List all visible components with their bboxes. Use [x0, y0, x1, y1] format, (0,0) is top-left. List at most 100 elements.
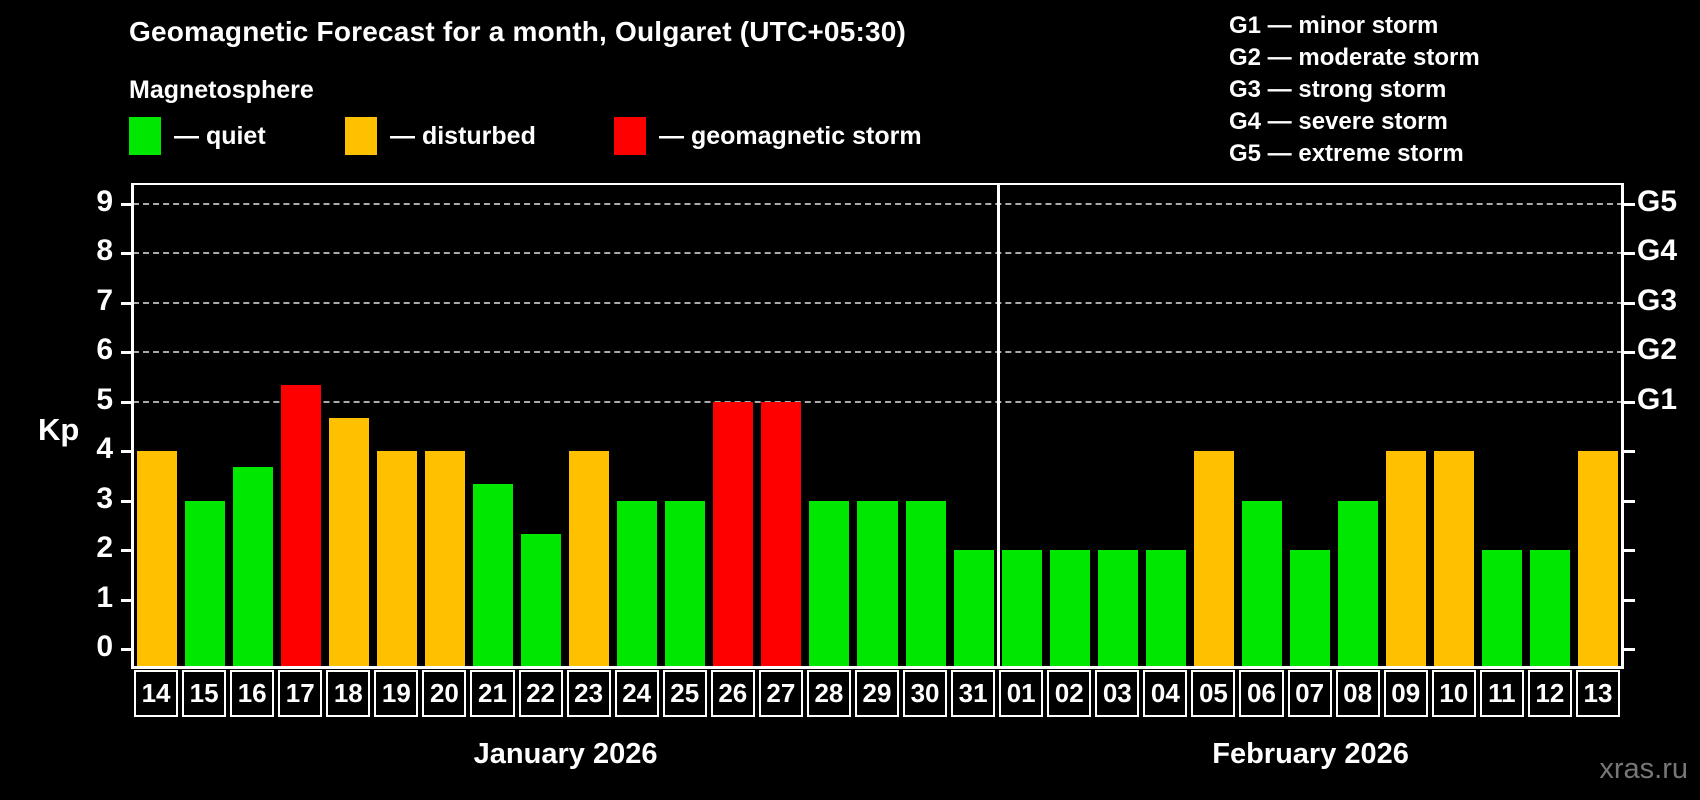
- day-label-20: 20: [422, 670, 467, 717]
- kp-bar-day-24: [617, 500, 658, 668]
- left-tick-9: [121, 202, 133, 206]
- watermark: xras.ru: [1599, 753, 1688, 785]
- kp-bar-day-16: [232, 467, 273, 668]
- kp-bar-day-06: [1241, 500, 1283, 668]
- kp-bar-day-01: [1001, 550, 1042, 668]
- kp-bar-day-25: [665, 500, 706, 668]
- y-axis-line: [131, 183, 134, 669]
- left-tick-4: [121, 450, 133, 453]
- day-label-19: 19: [374, 670, 419, 717]
- day-label-29: 29: [854, 670, 900, 717]
- legend-item-storm: — geomagnetic storm: [614, 116, 922, 156]
- kp-bar-day-04: [1145, 550, 1186, 668]
- kp-bar-day-26: [713, 401, 754, 668]
- day-label-06: 06: [1239, 670, 1284, 717]
- month-label-1: February 2026: [1212, 738, 1409, 770]
- kp-bar-day-05: [1193, 451, 1234, 668]
- day-label-11: 11: [1479, 670, 1524, 717]
- right-tick-5: [1623, 400, 1635, 404]
- y-tick-label-6: 6: [96, 333, 113, 366]
- g-axis-label-G3: G3: [1637, 283, 1678, 317]
- g-axis-label-G5: G5: [1637, 184, 1678, 218]
- gridline-kp-8: [133, 252, 1623, 254]
- g5-legend-line: G5 — extreme storm: [1229, 140, 1464, 167]
- day-label-14: 14: [134, 670, 179, 717]
- day-label-28: 28: [806, 670, 851, 717]
- left-tick-8: [121, 252, 133, 255]
- chart-title: Geomagnetic Forecast for a month, Oulgar…: [129, 16, 907, 47]
- y-tick-label-0: 0: [96, 630, 113, 663]
- gridline-kp-7: [133, 301, 1623, 304]
- disturbed-swatch-icon: [345, 117, 377, 155]
- month-separator-line: [996, 183, 1000, 668]
- plot-top-border: [131, 183, 1624, 185]
- kp-bar-day-13: [1578, 451, 1619, 668]
- day-label-09: 09: [1383, 670, 1428, 717]
- right-tick-1: [1623, 598, 1635, 602]
- kp-bar-day-14: [136, 451, 177, 668]
- kp-bar-day-10: [1434, 451, 1475, 668]
- day-label-08: 08: [1335, 670, 1380, 717]
- day-label-05: 05: [1191, 670, 1236, 717]
- day-label-17: 17: [278, 670, 323, 717]
- y-tick-label-2: 2: [96, 531, 113, 564]
- y-axis-title: Kp: [38, 412, 80, 447]
- quiet-swatch-icon: [129, 117, 161, 155]
- plot-area: [133, 183, 1623, 668]
- kp-bar-day-11: [1482, 550, 1523, 668]
- day-label-07: 07: [1287, 670, 1332, 717]
- g-axis-label-G1: G1: [1637, 382, 1678, 416]
- kp-bar-day-07: [1290, 550, 1331, 668]
- legend-label-quiet: — quiet: [174, 121, 266, 150]
- left-tick-6: [121, 351, 133, 354]
- kp-bar-day-09: [1386, 451, 1427, 668]
- day-label-02: 02: [1047, 670, 1092, 717]
- kp-bar-day-27: [761, 401, 802, 668]
- day-label-01: 01: [999, 670, 1044, 717]
- kp-bar-day-02: [1049, 550, 1090, 668]
- g-axis-label-G4: G4: [1637, 234, 1678, 267]
- legend-label-storm: — geomagnetic storm: [659, 121, 922, 150]
- day-label-26: 26: [710, 670, 755, 717]
- kp-bar-day-22: [521, 533, 562, 668]
- right-tick-7: [1623, 301, 1635, 305]
- right-tick-0: [1623, 648, 1635, 651]
- kp-bar-day-21: [472, 484, 513, 668]
- right-tick-6: [1623, 351, 1635, 354]
- kp-bar-day-17: [280, 385, 321, 668]
- left-tick-7: [121, 301, 133, 305]
- left-tick-0: [121, 648, 133, 651]
- legend-item-quiet: — quiet: [129, 116, 266, 156]
- day-label-25: 25: [662, 670, 707, 717]
- g4-legend-line: G4 — severe storm: [1229, 108, 1448, 135]
- left-tick-2: [121, 549, 133, 552]
- kp-bar-day-12: [1530, 550, 1571, 668]
- day-label-31: 31: [951, 670, 996, 717]
- kp-bar-day-20: [424, 451, 465, 668]
- month-label-0: January 2026: [473, 738, 658, 770]
- kp-bar-day-31: [953, 550, 994, 668]
- kp-bar-day-30: [905, 500, 946, 668]
- y-tick-label-7: 7: [96, 283, 113, 317]
- kp-bar-day-18: [328, 417, 369, 668]
- day-label-10: 10: [1431, 670, 1476, 717]
- day-label-03: 03: [1095, 670, 1140, 717]
- chart-subtitle: Magnetosphere: [129, 76, 314, 104]
- day-label-22: 22: [518, 670, 563, 717]
- storm-swatch-icon: [614, 117, 646, 155]
- g1-legend-line: G1 — minor storm: [1229, 12, 1439, 39]
- y-tick-label-9: 9: [96, 184, 113, 218]
- kp-bar-day-29: [857, 500, 898, 668]
- g-scale-legend: G1 — minor storm G2 — moderate storm G3 …: [1229, 10, 1480, 170]
- y-tick-label-8: 8: [96, 234, 113, 267]
- right-tick-9: [1623, 202, 1635, 206]
- kp-bar-day-28: [809, 500, 850, 668]
- kp-bar-day-15: [184, 500, 225, 668]
- day-label-27: 27: [758, 670, 803, 717]
- kp-bar-day-08: [1338, 500, 1379, 668]
- day-label-13: 13: [1575, 670, 1620, 717]
- kp-bar-day-19: [376, 451, 417, 668]
- y-tick-label-1: 1: [96, 580, 113, 614]
- gridline-kp-5: [133, 400, 1623, 403]
- left-tick-3: [121, 499, 133, 503]
